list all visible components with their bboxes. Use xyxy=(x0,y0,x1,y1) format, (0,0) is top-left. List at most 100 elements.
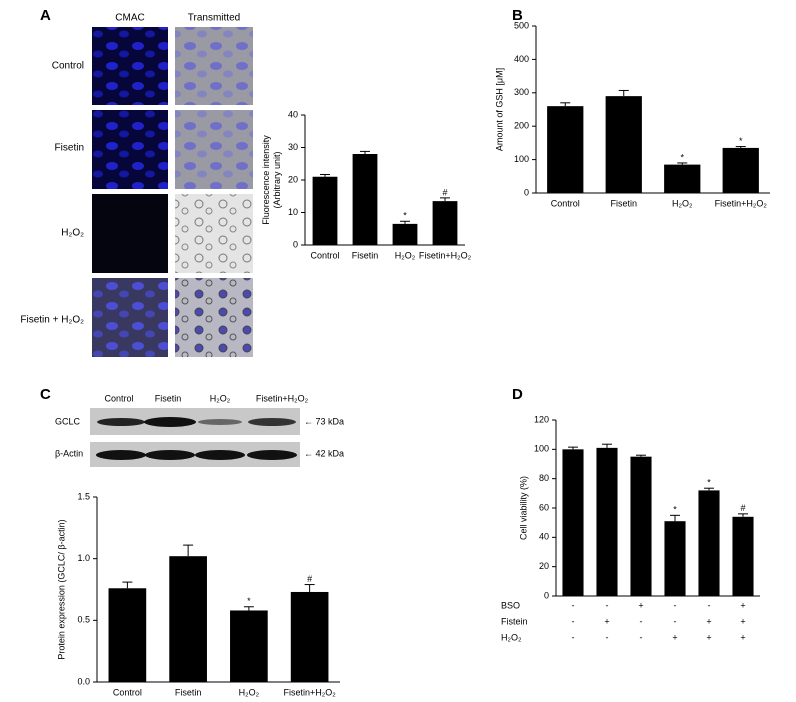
y-tick-label: 60 xyxy=(539,502,549,512)
significance-marker: # xyxy=(740,503,745,513)
y-tick-label: 400 xyxy=(514,54,529,64)
condition-value: - xyxy=(572,600,575,610)
condition-value: - xyxy=(572,616,575,626)
image xyxy=(92,278,168,357)
y-tick-label: 0 xyxy=(544,590,549,600)
band xyxy=(96,450,146,460)
significance-marker: * xyxy=(680,152,684,162)
bar xyxy=(664,164,701,193)
condition-value: - xyxy=(674,616,677,626)
panel-label: D xyxy=(512,386,523,403)
y-tick-label: 80 xyxy=(539,473,549,483)
bar xyxy=(732,516,754,596)
condition-value: - xyxy=(606,600,609,610)
x-tick-label: Fisetin xyxy=(352,250,379,260)
condition-value: - xyxy=(640,616,643,626)
bar xyxy=(108,588,147,682)
y-tick-label: 10 xyxy=(288,207,298,217)
condition-value: - xyxy=(640,632,643,642)
y-tick-label: 40 xyxy=(539,532,549,542)
y-axis-label: Protein expression (GCLC/ β-actin) xyxy=(56,519,66,659)
blot-lane-label: H₂O₂ xyxy=(210,393,231,403)
condition-value: + xyxy=(638,600,643,610)
band xyxy=(144,417,196,427)
bar xyxy=(698,490,720,596)
band xyxy=(145,450,195,460)
blot-row-label: GCLC xyxy=(55,416,81,426)
western-blot xyxy=(90,408,300,467)
condition-value: - xyxy=(606,632,609,642)
condition-value: + xyxy=(706,616,711,626)
significance-marker: # xyxy=(307,574,312,584)
x-tick-label: H₂O₂ xyxy=(395,250,416,260)
y-tick-label: 0 xyxy=(293,239,298,249)
bar xyxy=(596,447,618,596)
x-tick-label: Control xyxy=(113,687,142,697)
image xyxy=(92,194,168,273)
bar xyxy=(605,96,642,193)
micrographs xyxy=(92,27,253,357)
image-row-label: Fisetin + H₂O₂ xyxy=(20,315,84,326)
condition-value: + xyxy=(706,632,711,642)
y-tick-label: 0.0 xyxy=(77,676,90,686)
y-tick-label: 30 xyxy=(288,142,298,152)
bar xyxy=(169,556,207,682)
y-tick-label: 200 xyxy=(514,121,529,131)
significance-marker: * xyxy=(673,505,677,515)
image xyxy=(175,27,253,105)
bar xyxy=(722,147,759,193)
condition-value: + xyxy=(740,600,745,610)
significance-marker: * xyxy=(707,478,711,488)
bar xyxy=(432,201,458,245)
blot-size-label: ← 73 kDa xyxy=(304,416,344,426)
blot-lane-label: Fisetin xyxy=(155,393,182,403)
blot-lane-label: Control xyxy=(104,393,133,403)
y-tick-label: 100 xyxy=(514,154,529,164)
blot-size-label: ← 42 kDa xyxy=(304,448,344,458)
bar xyxy=(392,223,418,245)
condition-value: + xyxy=(672,632,677,642)
x-tick-label: Fisetin+H₂O₂ xyxy=(283,687,336,697)
condition-value: - xyxy=(572,632,575,642)
image xyxy=(175,110,253,189)
y-tick-label: 100 xyxy=(534,444,549,454)
condition-label: BSO xyxy=(501,600,520,610)
condition-value: + xyxy=(740,616,745,626)
y-tick-label: 20 xyxy=(288,174,298,184)
condition-value: - xyxy=(674,600,677,610)
condition-value: + xyxy=(740,632,745,642)
panel-label: C xyxy=(40,386,51,403)
panel-label: A xyxy=(40,7,51,24)
y-tick-label: 1.5 xyxy=(77,491,90,501)
image xyxy=(92,110,168,189)
x-tick-label: Fisetin+H₂O₂ xyxy=(715,198,768,208)
condition-value: - xyxy=(708,600,711,610)
x-tick-label: Control xyxy=(551,198,580,208)
panel-label: B xyxy=(512,7,523,24)
condition-label: Fistein xyxy=(501,616,528,626)
y-axis-label: Amount of GSH [μM] xyxy=(494,68,504,151)
y-axis-label: Fluorescence intensity xyxy=(261,135,271,225)
significance-marker: * xyxy=(403,211,407,221)
x-tick-label: Fisetin xyxy=(175,687,202,697)
bar xyxy=(630,456,652,596)
y-tick-label: 0 xyxy=(524,187,529,197)
bar xyxy=(352,154,378,245)
significance-marker: * xyxy=(247,596,251,606)
significance-marker: * xyxy=(739,136,743,146)
bar xyxy=(230,610,268,682)
y-tick-label: 300 xyxy=(514,87,529,97)
band xyxy=(247,450,297,460)
bar xyxy=(312,176,338,245)
y-tick-label: 0.5 xyxy=(77,615,90,625)
image xyxy=(92,27,168,105)
blot-row-label: β-Actin xyxy=(55,448,83,458)
x-tick-label: Fisetin xyxy=(610,198,637,208)
x-tick-label: Fisetin+H₂O₂ xyxy=(419,250,472,260)
image xyxy=(175,278,253,357)
bar xyxy=(290,591,329,682)
band xyxy=(195,450,245,460)
image-column-label: CMAC xyxy=(115,13,144,24)
bar xyxy=(547,106,584,193)
